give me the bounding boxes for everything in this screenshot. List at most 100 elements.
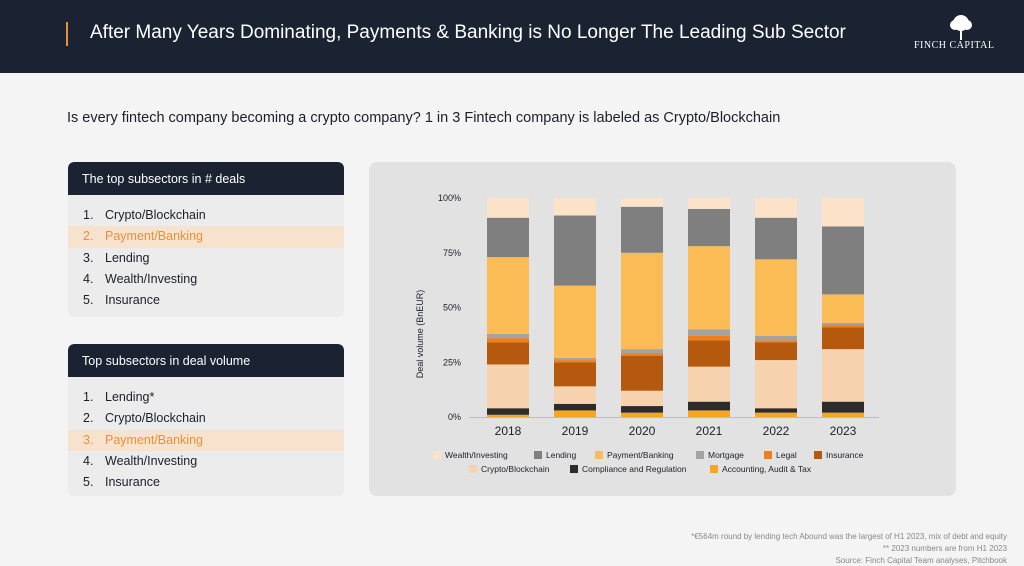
bar-segment: [688, 208, 730, 247]
legend-swatch: [710, 465, 718, 473]
footnote-3: Source: Finch Capital Team analyses, Pit…: [835, 556, 1008, 565]
list-item: 2. Crypto/Blockchain: [83, 411, 206, 426]
bar-segment: [621, 412, 663, 417]
x-axis: 2018 2019 2020 2021 2022 2023: [469, 417, 879, 438]
y-tick-label: 50%: [443, 303, 461, 313]
bar-segment: [688, 401, 730, 411]
legend: Wealth/Investing Lending Payment/Banking Mo…: [433, 450, 864, 474]
bar-segment: [755, 412, 797, 417]
bar-segment: [487, 257, 529, 334]
bar-segment: [621, 355, 663, 391]
bar-segment: [621, 353, 663, 356]
bar-segment: [822, 327, 864, 350]
legend-label: Lending: [546, 450, 577, 460]
bar-segment: [822, 198, 864, 227]
bar-segment: [822, 325, 864, 328]
bar-segment: [688, 246, 730, 330]
legend-label: Wealth/Investing: [445, 450, 508, 460]
bar-segment: [822, 349, 864, 402]
volume-list: 1. Lending* 2. Crypto/Blockchain 3. Payment…: [68, 377, 344, 493]
list-item: 1. Crypto/Blockchain: [83, 208, 206, 222]
bar-segment: [487, 414, 529, 417]
page-title: After Many Years Dominating, Payments & …: [90, 22, 846, 43]
bar-segment: [487, 198, 529, 218]
bar-segment: [822, 401, 864, 413]
deals-panel: The top subsectors in # deals 1. Crypto/B…: [68, 162, 344, 317]
legend-label: Compliance and Regulation: [582, 464, 687, 474]
footnote-2: ** 2023 numbers are from H1 2023: [882, 544, 1007, 553]
bar-segment: [554, 403, 596, 411]
bar-segment: [755, 342, 797, 361]
list-item: 4. Wealth/Investing: [83, 453, 198, 468]
x-tick-label: 2022: [763, 424, 790, 438]
header-bar: After Many Years Dominating, Payments & …: [0, 0, 1024, 73]
bar-segment: [621, 206, 663, 253]
bar-segment: [554, 198, 596, 216]
legend-label: Insurance: [826, 450, 864, 460]
list-item: 4. Wealth/Investing: [83, 271, 198, 286]
tree-icon: [950, 15, 972, 40]
bar-segment: [621, 390, 663, 407]
legend-swatch: [570, 465, 578, 473]
bar-segment: [621, 349, 663, 354]
list-item: 1. Lending*: [83, 390, 155, 404]
bar-segment: [822, 294, 864, 323]
bar-segment: [554, 357, 596, 361]
bar-segment: [487, 408, 529, 415]
bar-segment: [755, 198, 797, 218]
x-tick-label: 2021: [696, 424, 723, 438]
bar-segment: [688, 335, 730, 341]
legend-swatch: [469, 465, 477, 473]
list-item: 5. Insurance: [83, 475, 160, 490]
finch-capital-logo: FINCH CAPITAL: [914, 14, 1009, 54]
bar-segment: [621, 406, 663, 413]
legend-label: Payment/Banking: [607, 450, 674, 460]
list-item-highlighted: 2. Payment/Banking: [68, 226, 344, 248]
bar-segment: [688, 340, 730, 367]
x-tick-label: 2023: [830, 424, 857, 438]
bar-segment: [688, 329, 730, 336]
bar-segment: [688, 410, 730, 417]
bar-segment: [755, 259, 797, 336]
bar-segment: [621, 252, 663, 350]
legend-label: Accounting, Audit & Tax: [722, 464, 812, 474]
bar-segment: [487, 364, 529, 409]
bar-segment: [755, 360, 797, 409]
bar-segment: [688, 366, 730, 402]
bar-segment: [755, 408, 797, 413]
y-tick-label: 25%: [443, 357, 461, 367]
legend-label: Crypto/Blockchain: [481, 464, 550, 474]
footnote-1: *€564m round by lending tech Abound was …: [691, 532, 1007, 541]
bar-segment: [554, 285, 596, 358]
y-axis: 0% 25% 50% 75% 100%: [438, 193, 461, 422]
bar-segment: [621, 198, 663, 207]
legend-label: Legal: [776, 450, 797, 460]
legend-swatch: [696, 451, 704, 459]
bar-segment: [487, 333, 529, 339]
volume-panel-title: Top subsectors in deal volume: [68, 344, 344, 377]
stacked-bar-chart: 0% 25% 50% 75% 100% Deal volume (BnEUR) 2018…: [415, 193, 879, 474]
list-item-highlighted: 3. Payment/Banking: [68, 429, 344, 451]
legend-swatch: [534, 451, 542, 459]
bar-segment: [755, 217, 797, 260]
bar-segment: [554, 360, 596, 363]
deals-panel-title: The top subsectors in # deals: [68, 162, 344, 195]
x-tick-label: 2018: [495, 424, 522, 438]
legend-label: Mortgage: [708, 450, 744, 460]
legend-swatch: [595, 451, 603, 459]
bar-segment: [822, 226, 864, 295]
legend-swatch: [433, 451, 441, 459]
y-tick-label: 0%: [448, 412, 461, 422]
bar-segment: [755, 335, 797, 341]
x-tick-label: 2019: [562, 424, 589, 438]
bars: [487, 198, 864, 417]
bar-segment: [487, 342, 529, 365]
y-tick-label: 75%: [443, 248, 461, 258]
bar-segment: [822, 322, 864, 326]
list-item: 5. Insurance: [83, 293, 160, 308]
bar-segment: [554, 410, 596, 417]
x-tick-label: 2020: [629, 424, 656, 438]
volume-panel: Top subsectors in deal volume 1. Lending*…: [68, 344, 344, 496]
title-accent-line: [66, 22, 68, 46]
y-axis-label: Deal volume (BnEUR): [415, 290, 425, 379]
